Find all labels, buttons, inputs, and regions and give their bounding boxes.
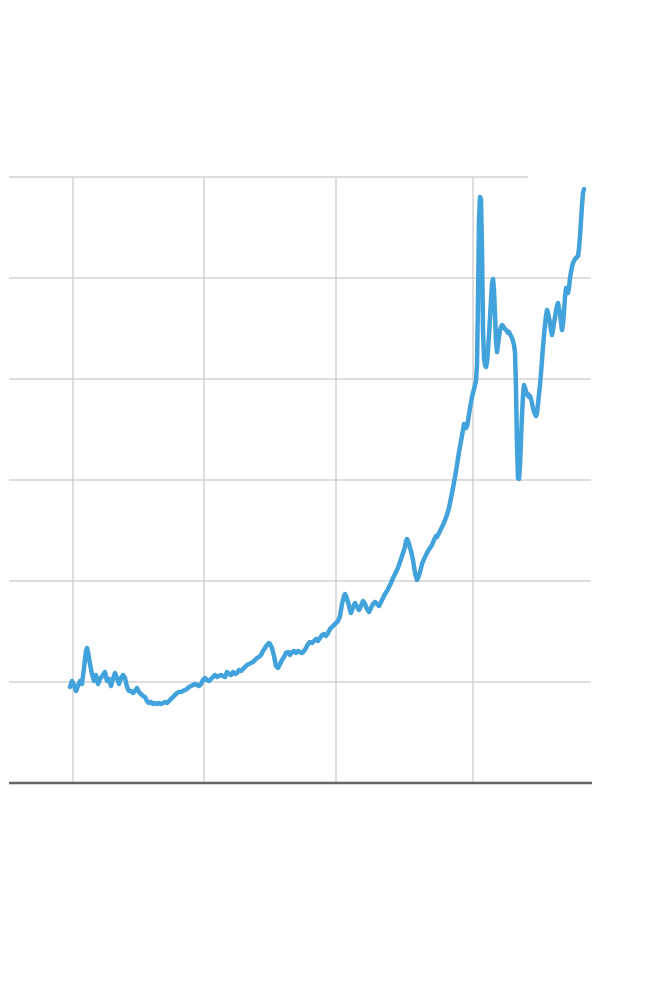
data-line [67,186,587,707]
price-line-series [67,186,587,707]
gridlines [9,176,591,783]
